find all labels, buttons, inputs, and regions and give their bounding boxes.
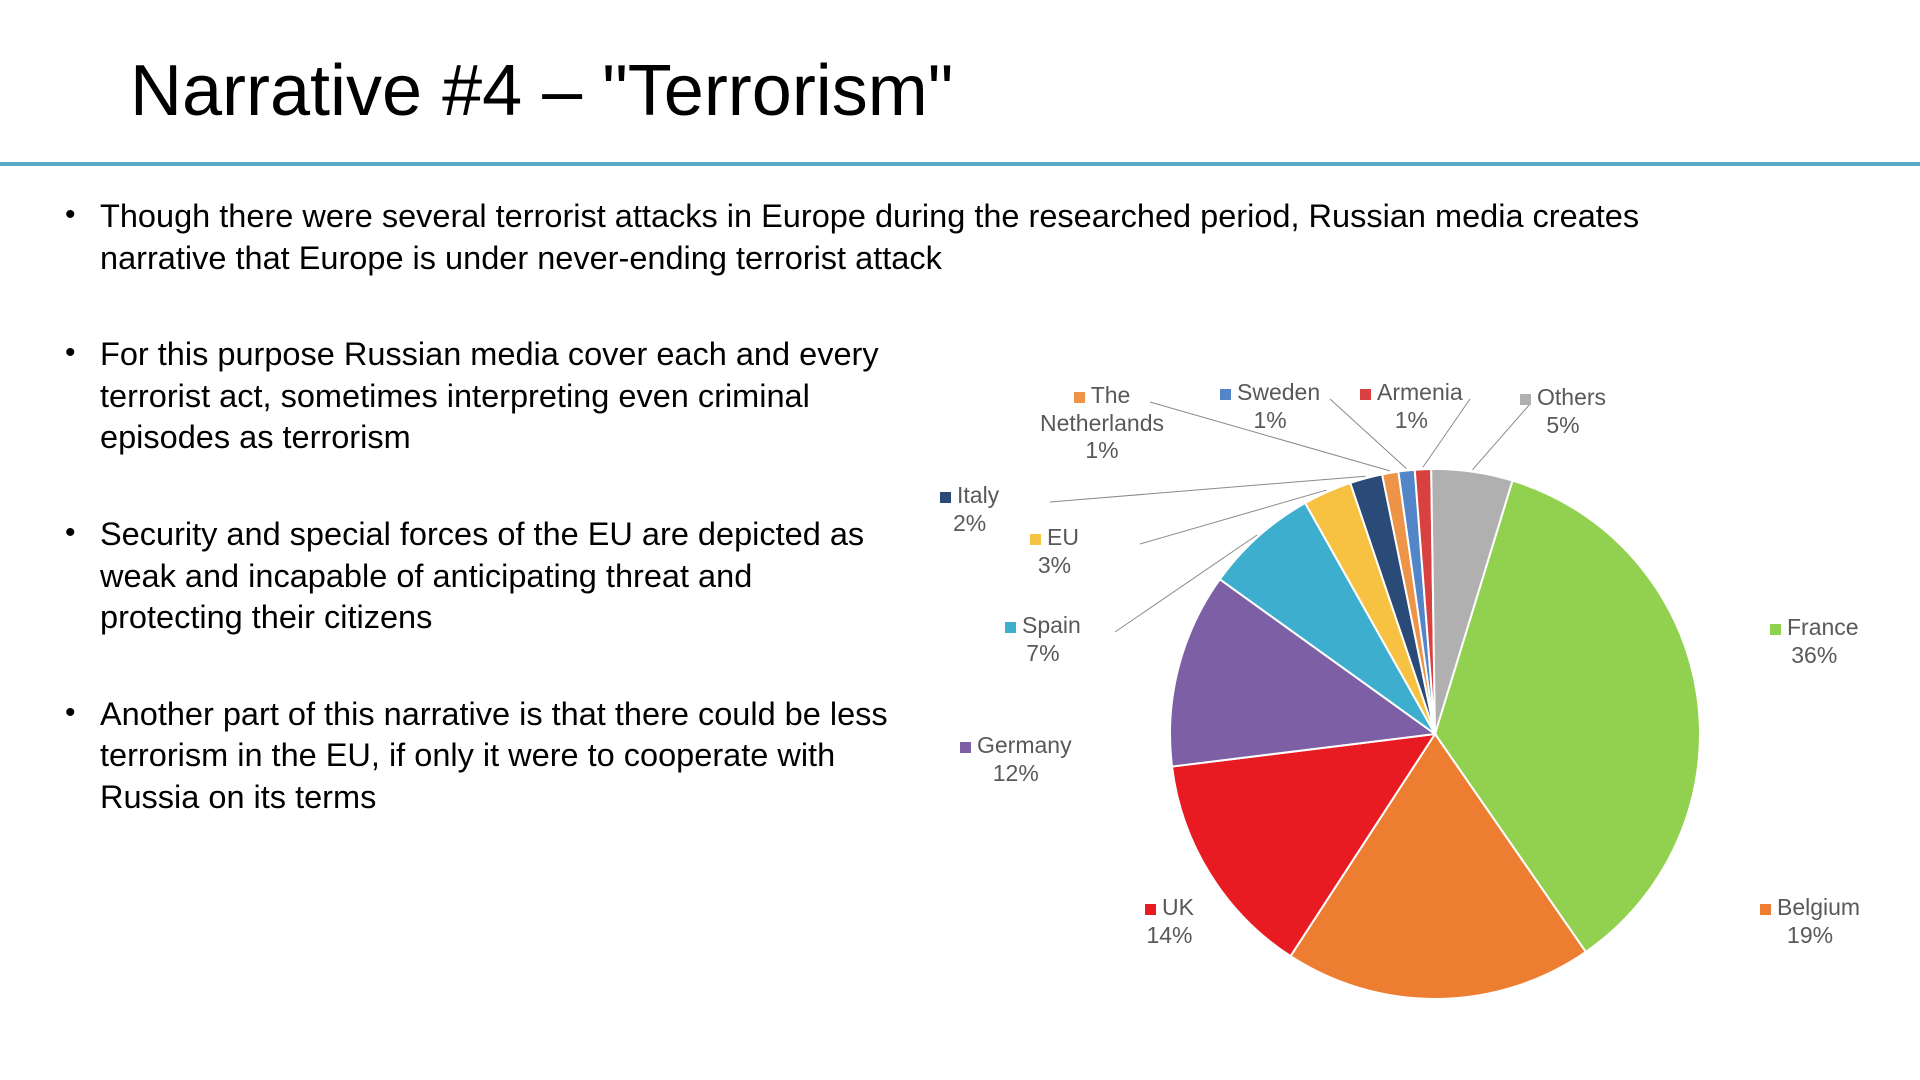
bullet-item: Though there were several terrorist atta… <box>60 196 1770 279</box>
bullet-item: For this purpose Russian media cover eac… <box>60 334 890 459</box>
pie-chart: France36%Belgium19%UK14%Germany12%Spain7… <box>930 354 1870 873</box>
content-area: Though there were several terrorist atta… <box>0 166 1920 874</box>
chart-label-belgium: Belgium19% <box>1760 894 1860 949</box>
chart-label-italy: Italy2% <box>940 482 999 537</box>
chart-label-others: Others5% <box>1520 384 1606 439</box>
bullet-list: For this purpose Russian media cover eac… <box>60 334 890 818</box>
chart-label-germany: Germany12% <box>960 732 1072 787</box>
chart-label-spain: Spain7% <box>1005 612 1081 667</box>
chart-label-france: France36% <box>1770 614 1859 669</box>
chart-label-the-netherlands: TheNetherlands1% <box>1040 382 1164 465</box>
chart-label-uk: UK14% <box>1145 894 1194 949</box>
top-bullet-list: Though there were several terrorist atta… <box>60 196 1870 279</box>
chart-label-eu: EU3% <box>1030 524 1079 579</box>
pie-svg <box>1170 469 1700 999</box>
chart-label-armenia: Armenia1% <box>1360 379 1463 434</box>
bullet-item: Another part of this narrative is that t… <box>60 694 890 819</box>
left-column: For this purpose Russian media cover eac… <box>60 334 930 873</box>
chart-column: France36%Belgium19%UK14%Germany12%Spain7… <box>930 334 1870 873</box>
chart-label-sweden: Sweden1% <box>1220 379 1320 434</box>
page-title: Narrative #4 – "Terrorism" <box>0 0 1920 132</box>
bullet-item: Security and special forces of the EU ar… <box>60 514 890 639</box>
